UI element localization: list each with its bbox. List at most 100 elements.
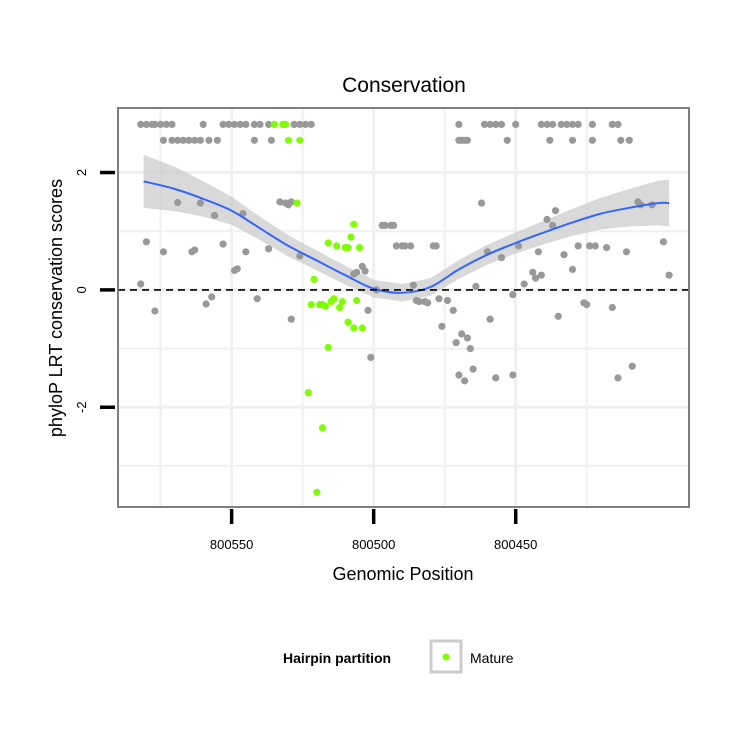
data-point-other (415, 298, 423, 306)
data-point-other (208, 293, 216, 301)
data-point-other (537, 120, 545, 128)
data-point-other (267, 136, 275, 144)
data-point-other (512, 120, 520, 128)
data-point-other (151, 120, 159, 128)
data-point-other (568, 136, 577, 144)
data-point-other (628, 362, 636, 370)
x-tick-label: 800500 (352, 537, 395, 552)
y-tick-label: 0 (74, 286, 89, 293)
data-point-other (407, 242, 415, 250)
data-point-other (503, 136, 511, 144)
data-point-other (659, 238, 668, 246)
data-point-other (634, 198, 642, 206)
data-point-mature (296, 136, 304, 144)
data-point-other (452, 339, 460, 347)
data-point-other (568, 120, 577, 128)
data-point-mature (293, 199, 301, 207)
data-point-mature (313, 488, 321, 496)
data-point-other (168, 136, 176, 144)
y-tick-label: -2 (74, 401, 89, 413)
data-point-other (219, 120, 227, 128)
data-point-other (568, 265, 577, 273)
data-point-other (424, 299, 432, 307)
data-point-other (253, 295, 261, 303)
data-point-other (438, 322, 446, 330)
data-point-other (159, 248, 168, 256)
panel-background (118, 108, 689, 507)
data-point-other (461, 377, 469, 385)
data-point-mature (353, 296, 361, 305)
data-point-other (174, 136, 182, 144)
data-point-other (532, 274, 540, 282)
data-point-other (515, 242, 523, 250)
data-point-other (625, 136, 633, 144)
data-point-other (608, 120, 616, 128)
data-point-other (492, 374, 500, 382)
data-point-mature (324, 239, 332, 247)
data-point-other (574, 242, 582, 250)
data-point-other (162, 120, 170, 128)
data-point-other (179, 136, 187, 144)
data-point-other (614, 120, 622, 128)
data-point-other (520, 280, 528, 288)
data-point-other (199, 120, 207, 128)
data-point-other (551, 207, 560, 215)
data-point-other (543, 215, 551, 224)
data-point-other (588, 120, 597, 128)
data-point-other (250, 136, 258, 144)
data-point-other (617, 136, 625, 144)
data-point-mature (336, 303, 344, 312)
data-point-other (549, 120, 557, 128)
data-point-other (497, 254, 506, 262)
data-point-other (583, 301, 591, 309)
data-point-other (466, 345, 474, 353)
data-point-other (574, 120, 582, 128)
data-point-mature (358, 324, 366, 332)
data-point-other (463, 334, 471, 342)
data-point-other (537, 271, 545, 279)
data-point-other (586, 242, 594, 250)
y-tick-label: 2 (74, 169, 89, 176)
data-point-other (301, 120, 310, 128)
data-point-other (546, 136, 554, 144)
data-point-other (455, 371, 463, 379)
data-point-mature (344, 318, 352, 326)
data-point-mature (338, 298, 346, 306)
data-point-other (509, 291, 517, 299)
data-point-other (455, 120, 463, 128)
data-point-other (409, 281, 417, 289)
data-point-other (492, 120, 500, 128)
data-point-other (622, 248, 631, 256)
confidence-band (143, 154, 670, 302)
data-point-mature (344, 244, 352, 252)
data-point-other (534, 248, 543, 256)
panel-border (117, 107, 690, 508)
data-point-other (588, 136, 597, 144)
data-point-other (174, 198, 182, 207)
data-point-other (211, 211, 219, 219)
x-tick-label: 800450 (494, 537, 537, 552)
data-point-other (458, 330, 466, 338)
data-point-other (390, 221, 398, 229)
data-point-other (230, 120, 239, 128)
data-point-mature (282, 120, 290, 128)
data-point-other (191, 136, 199, 144)
data-point-other (614, 374, 622, 382)
data-point-other (233, 265, 241, 273)
data-point-other (307, 120, 315, 128)
data-point-mature (307, 301, 315, 309)
data-point-mature (330, 295, 338, 303)
data-point-other (449, 306, 457, 314)
y-axis-title: phyloP LRT conservation scores (46, 179, 66, 437)
data-point-other (557, 120, 565, 128)
data-point-other (364, 306, 372, 314)
data-point-other (142, 238, 150, 246)
data-point-other (142, 120, 150, 128)
data-point-other (242, 248, 250, 256)
data-point-other (185, 136, 193, 144)
data-point-other (250, 120, 258, 128)
data-point-other (486, 120, 494, 128)
data-point-other (213, 136, 221, 144)
data-point-other (509, 371, 517, 379)
